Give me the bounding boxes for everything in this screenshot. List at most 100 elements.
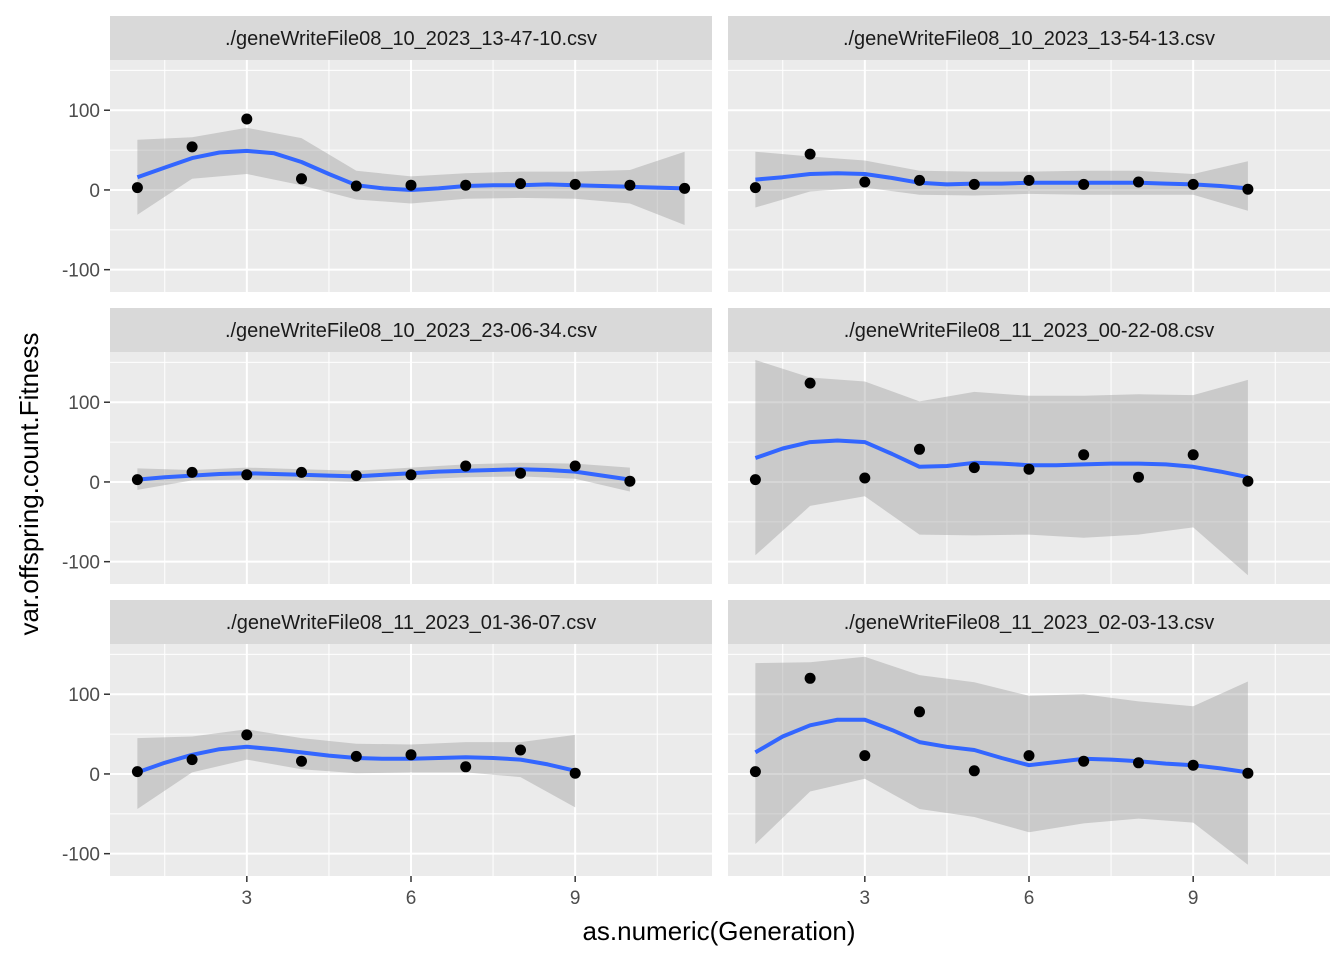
y-tick-label: 100 (68, 101, 100, 122)
facet-panel: ./geneWriteFile08_10_2023_23-06-34.csv -1… (62, 308, 712, 584)
data-point (1187, 449, 1199, 461)
facet-title: ./geneWriteFile08_10_2023_13-54-13.csv (843, 28, 1215, 50)
data-point (186, 141, 198, 153)
y-tick-label: -100 (62, 845, 100, 866)
data-point (1078, 178, 1090, 190)
data-point (131, 766, 143, 778)
data-point (1078, 449, 1090, 461)
facet-title: ./geneWriteFile08_11_2023_01-36-07.csv (226, 612, 597, 634)
data-point (350, 470, 362, 482)
panels-layer: ./geneWriteFile08_10_2023_13-47-10.csv -1… (62, 16, 1330, 909)
data-point (624, 179, 636, 191)
facet-strip (728, 600, 1330, 644)
data-point (350, 180, 362, 192)
data-point (859, 176, 871, 188)
data-point (569, 178, 581, 190)
facet-strip (728, 16, 1330, 60)
data-point (131, 474, 143, 486)
x-axis-title: as.numeric(Generation) (582, 916, 855, 946)
facet-panel: ./geneWriteFile08_10_2023_13-54-13.csv (728, 16, 1330, 292)
facet-strip (110, 600, 712, 644)
confidence-band (137, 729, 576, 809)
y-tick-label: -100 (62, 553, 100, 574)
data-point (296, 755, 307, 767)
smooth-line (754, 717, 1249, 775)
data-point (296, 173, 307, 185)
data-point (859, 750, 871, 762)
data-point (968, 178, 980, 190)
data-point (1078, 755, 1090, 767)
x-tick-label: 3 (860, 888, 871, 909)
data-point (460, 761, 472, 773)
data-point (1242, 183, 1254, 195)
data-point (1023, 174, 1035, 186)
data-point (1187, 178, 1199, 190)
data-point (1023, 463, 1035, 475)
facet-panel: ./geneWriteFile08_11_2023_02-03-13.csv 3 6… (728, 600, 1330, 909)
y-tick-label: 0 (89, 181, 100, 202)
x-tick-label: 9 (570, 888, 581, 909)
data-point (241, 113, 253, 125)
data-point (186, 754, 198, 766)
facet-title: ./geneWriteFile08_10_2023_23-06-34.csv (225, 320, 597, 342)
data-point (749, 766, 761, 778)
y-tick-label: 100 (68, 685, 100, 706)
data-point (1133, 176, 1144, 188)
data-point (968, 765, 980, 777)
x-tick-label: 6 (1024, 888, 1035, 909)
data-point (460, 179, 472, 191)
facet-strip (728, 308, 1330, 352)
data-point (350, 750, 362, 762)
facet-title: ./geneWriteFile08_11_2023_00-22-08.csv (844, 320, 1215, 342)
data-point (515, 178, 526, 190)
y-tick-label: 100 (68, 393, 100, 414)
smooth-line (754, 438, 1249, 480)
data-point (405, 469, 417, 481)
x-tick-label: 6 (406, 888, 417, 909)
data-point (1242, 475, 1254, 487)
data-point (914, 174, 925, 186)
confidence-band (755, 360, 1248, 576)
data-point (515, 744, 526, 756)
data-point (749, 182, 761, 194)
data-point (914, 706, 925, 718)
smooth-line (137, 467, 631, 482)
data-point (405, 749, 417, 761)
y-tick-label: 0 (89, 473, 100, 494)
confidence-band (755, 656, 1248, 865)
data-point (460, 460, 472, 472)
x-tick-label: 9 (1188, 888, 1199, 909)
data-point (1133, 471, 1144, 483)
confidence-band (755, 151, 1248, 211)
facet-panel: ./geneWriteFile08_10_2023_13-47-10.csv -1… (62, 16, 712, 292)
facet-panel: ./geneWriteFile08_11_2023_00-22-08.csv (728, 308, 1330, 584)
data-point (679, 182, 691, 194)
y-tick-label: 0 (89, 765, 100, 786)
data-point (1242, 767, 1254, 779)
data-point (569, 460, 581, 472)
data-point (749, 474, 761, 486)
data-point (241, 469, 253, 481)
data-point (804, 148, 816, 160)
data-point (1187, 759, 1199, 771)
facet-strip (110, 308, 712, 352)
data-point (1133, 757, 1144, 769)
data-point (569, 767, 581, 779)
data-point (515, 467, 526, 479)
data-point (914, 443, 925, 455)
data-point (1023, 750, 1035, 762)
y-tick-label: -100 (62, 261, 100, 282)
data-point (296, 466, 307, 478)
smooth-line (755, 171, 1249, 191)
data-point (131, 182, 143, 194)
data-point (859, 472, 871, 484)
facet-title: ./geneWriteFile08_10_2023_13-47-10.csv (225, 28, 597, 50)
facet-title: ./geneWriteFile08_11_2023_02-03-13.csv (844, 612, 1215, 634)
facet-panel: ./geneWriteFile08_11_2023_01-36-07.csv -1… (62, 600, 712, 909)
y-axis-title: var.offspring.count.Fitness (14, 332, 44, 635)
data-point (241, 729, 253, 741)
data-point (804, 672, 816, 684)
data-point (624, 475, 636, 487)
